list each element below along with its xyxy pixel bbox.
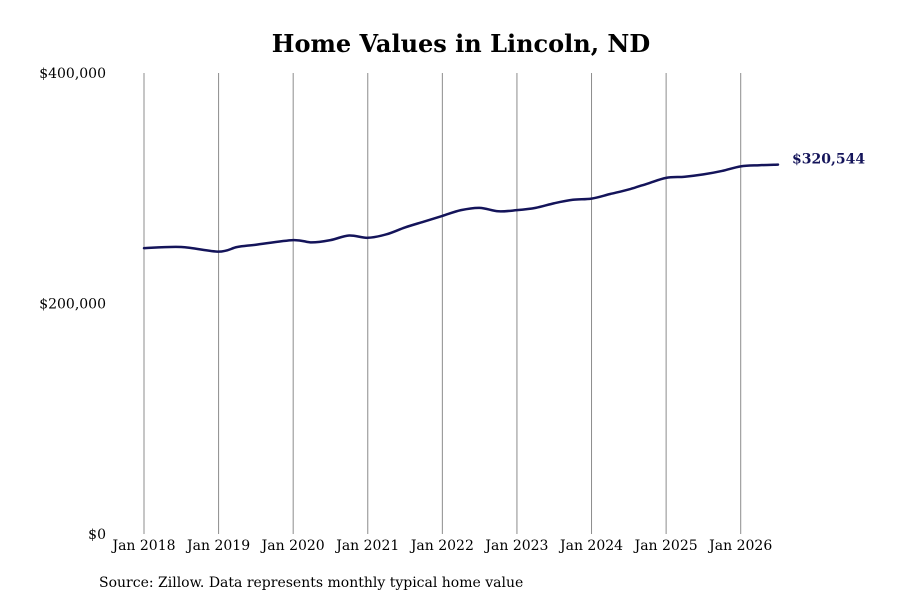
x-tick-label: Jan 2025	[633, 538, 698, 554]
x-tick-label: Jan 2018	[110, 538, 175, 554]
x-tick-label: Jan 2020	[260, 538, 325, 554]
y-tick-label: $0	[88, 527, 106, 543]
y-tick-label: $200,000	[39, 297, 106, 313]
y-axis-ticks: $0 $200,000 $400,000	[39, 66, 106, 543]
y-tick-label: $400,000	[39, 66, 106, 82]
x-tick-label: Jan 2024	[558, 538, 623, 554]
end-value-label: $320,544	[792, 152, 865, 168]
x-tick-label: Jan 2019	[185, 538, 250, 554]
gridlines	[143, 73, 742, 534]
series-line	[142, 163, 780, 253]
x-axis-ticks: Jan 2018 Jan 2019 Jan 2020 Jan 2021 Jan 2022…	[110, 538, 772, 554]
series-layer	[142, 163, 780, 253]
x-tick-label: Jan 2026	[707, 538, 772, 554]
x-tick-label: Jan 2022	[409, 538, 474, 554]
chart-title: Home Values in Lincoln, ND	[272, 29, 650, 58]
source-note: Source: Zillow. Data represents monthly …	[99, 575, 523, 591]
x-tick-label: Jan 2023	[483, 538, 548, 554]
x-tick-label: Jan 2021	[334, 538, 399, 554]
